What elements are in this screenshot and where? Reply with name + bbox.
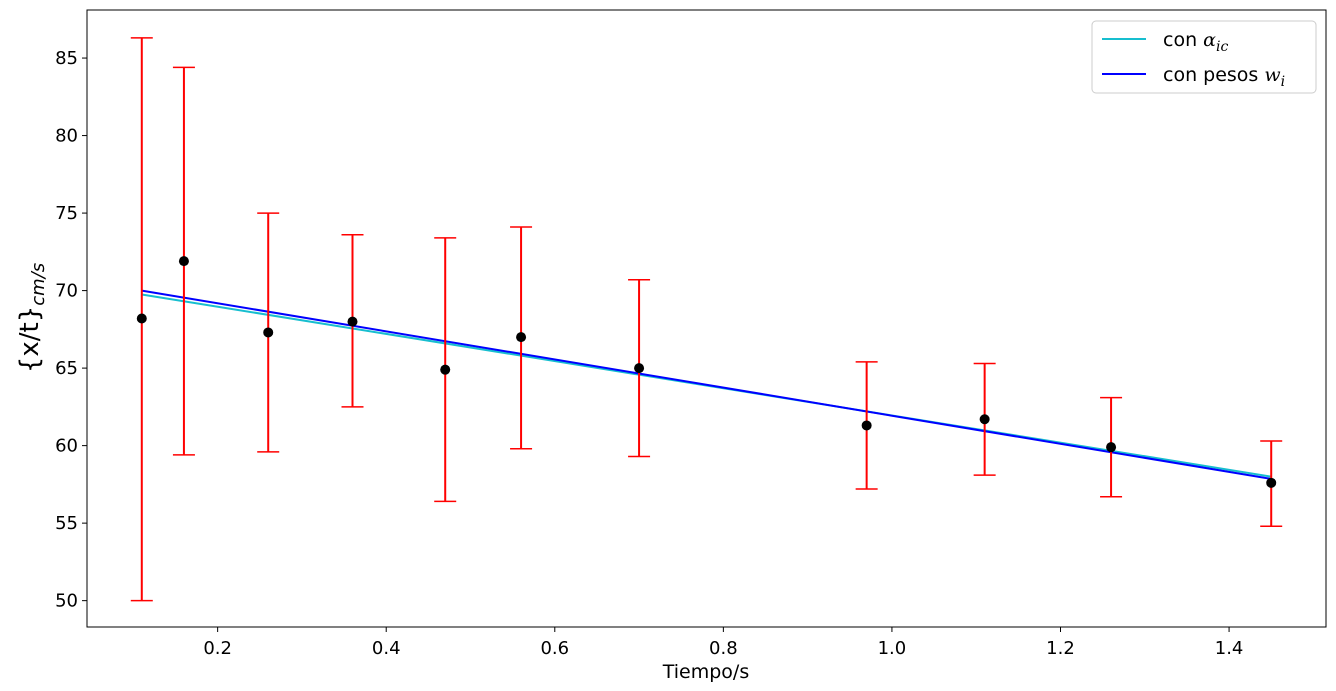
x-tick-label: 1.4 bbox=[1215, 638, 1244, 659]
data-point bbox=[634, 363, 645, 374]
data-points bbox=[136, 256, 1277, 488]
fit-line-weights bbox=[141, 289, 1272, 480]
y-ticks: 50 55 60 65 70 75 80 85 bbox=[55, 48, 87, 612]
x-tick-label: 0.4 bbox=[372, 638, 401, 659]
y-tick-label: 70 bbox=[55, 281, 78, 302]
x-tick-label: 1.0 bbox=[878, 638, 907, 659]
y-tick-label: 85 bbox=[55, 48, 78, 69]
x-tick-label: 0.8 bbox=[709, 638, 738, 659]
y-axis-title-subscript: cm/s bbox=[28, 263, 49, 306]
data-point bbox=[861, 420, 872, 431]
x-tick-label: 1.2 bbox=[1046, 638, 1075, 659]
y-tick-label: 75 bbox=[55, 203, 78, 224]
legend-box bbox=[1091, 20, 1317, 94]
plot-frame bbox=[86, 9, 1327, 628]
y-axis-title-main: {x/t} bbox=[15, 306, 45, 373]
plot-area bbox=[87, 10, 1326, 627]
x-tick-label: 0.2 bbox=[203, 638, 232, 659]
fit-lines bbox=[141, 289, 1272, 480]
y-axis-title: {x/t}cm/s bbox=[15, 263, 49, 373]
data-point bbox=[263, 327, 274, 338]
data-point bbox=[347, 316, 358, 327]
x-axis-title: Tiempo/s bbox=[662, 661, 749, 683]
legend: con αic con pesos wi bbox=[1091, 20, 1317, 94]
data-point bbox=[1106, 442, 1117, 453]
y-tick-label: 55 bbox=[55, 513, 78, 534]
data-point bbox=[178, 256, 189, 267]
x-tick-label: 0.6 bbox=[540, 638, 569, 659]
data-point bbox=[516, 332, 527, 343]
x-ticks: 0.2 0.4 0.6 0.8 1.0 1.2 1.4 bbox=[203, 627, 1243, 659]
y-tick-label: 80 bbox=[55, 126, 78, 147]
legend-label: con αic bbox=[1163, 29, 1228, 55]
y-tick-label: 50 bbox=[55, 591, 78, 612]
data-point bbox=[1266, 477, 1277, 488]
data-point bbox=[979, 414, 990, 425]
legend-label: con pesos wi bbox=[1163, 64, 1285, 90]
data-point bbox=[440, 364, 451, 375]
y-tick-label: 65 bbox=[55, 358, 78, 379]
data-point bbox=[136, 313, 147, 324]
y-tick-label: 60 bbox=[55, 436, 78, 457]
